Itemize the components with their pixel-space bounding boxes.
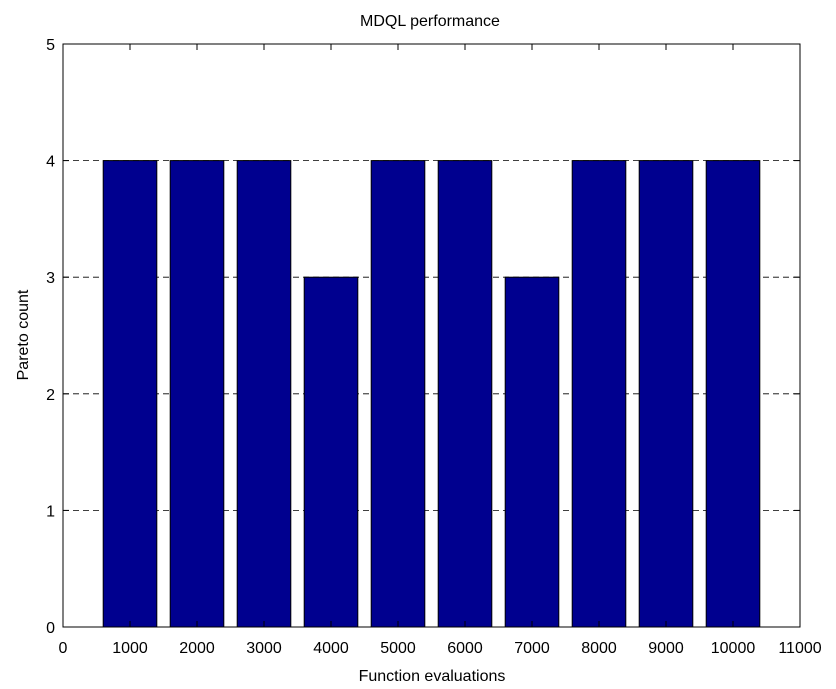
x-tick-label: 10000 <box>711 640 756 657</box>
x-tick-label: 2000 <box>179 640 215 657</box>
x-tick-label: 8000 <box>581 640 617 657</box>
bar-6000 <box>437 160 493 628</box>
plot-frame <box>62 43 801 628</box>
x-tick-label: 5000 <box>380 640 416 657</box>
y-tick-label: 2 <box>46 387 55 404</box>
chart-title: MDQL performance <box>360 13 500 30</box>
x-axis-label: Function evaluations <box>359 668 506 685</box>
y-tick-label: 3 <box>46 270 55 287</box>
y-tick-label: 4 <box>46 154 55 171</box>
x-tick-label: 1000 <box>112 640 148 657</box>
bar-10000 <box>705 160 761 628</box>
y-axis-label: Pareto count <box>15 289 32 380</box>
bar-4000 <box>303 276 359 628</box>
y-tick-label: 0 <box>46 620 55 637</box>
x-tick-label: 9000 <box>648 640 684 657</box>
tick-layer: 0 1000 2000 3000 4000 5000 6000 7000 8000 9000 100… <box>46 37 822 657</box>
bar-layer <box>102 160 761 628</box>
x-tick-label: 6000 <box>447 640 483 657</box>
bar-9000 <box>638 160 694 628</box>
bar-8000 <box>571 160 627 628</box>
x-tick-label: 7000 <box>514 640 550 657</box>
bar-3000 <box>236 160 292 628</box>
bar-7000 <box>504 276 560 628</box>
y-tick-label: 1 <box>46 503 55 520</box>
y-tick-label: 5 <box>46 37 55 54</box>
bar-5000 <box>370 160 426 628</box>
bar-2000 <box>169 160 225 628</box>
x-tick-label: 3000 <box>246 640 282 657</box>
x-tick-label: 11000 <box>778 640 821 657</box>
bar-1000 <box>102 160 158 628</box>
x-tick-label: 0 <box>59 640 68 657</box>
x-tick-label: 4000 <box>313 640 349 657</box>
